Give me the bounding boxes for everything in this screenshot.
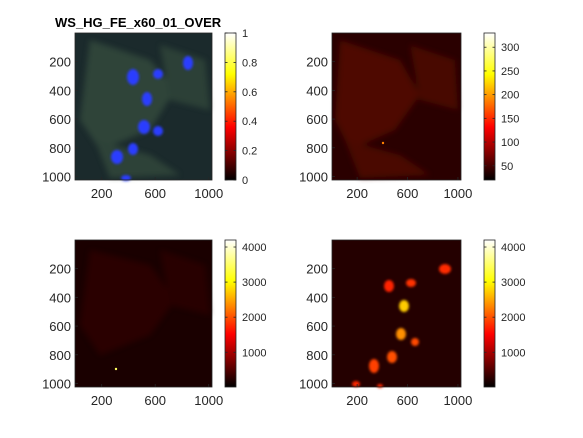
subplot-3-signal bbox=[80, 250, 210, 355]
y-tick-label: 200 bbox=[49, 262, 71, 277]
y-tick-label: 600 bbox=[49, 319, 71, 334]
x-tick-label: 1000 bbox=[194, 186, 223, 201]
subplot-2-colorbar-ticks: 50 100 150 200 250 300 bbox=[484, 42, 519, 173]
subplot-1-axes: 200 600 1000 200 400 600 800 1000 bbox=[42, 55, 223, 201]
colorbar-tick-label: 250 bbox=[501, 66, 519, 78]
x-tick-label: 1000 bbox=[194, 393, 223, 408]
subplot-1-nuclei bbox=[111, 56, 193, 181]
colorbar-tick-label: 3000 bbox=[242, 277, 266, 289]
colorbar-tick-label: 1000 bbox=[501, 347, 525, 359]
y-tick-label: 600 bbox=[306, 112, 328, 127]
y-tick-label: 400 bbox=[306, 83, 328, 98]
y-tick-label: 800 bbox=[306, 348, 328, 363]
colorbar-tick-label: 150 bbox=[501, 113, 519, 125]
subplot-4-colorbar bbox=[483, 239, 496, 388]
x-tick-label: 1000 bbox=[443, 393, 472, 408]
colorbar-tick-label: 0.2 bbox=[242, 146, 257, 158]
x-tick-label: 600 bbox=[397, 186, 419, 201]
y-tick-label: 400 bbox=[306, 290, 328, 305]
x-tick-label: 1000 bbox=[443, 186, 472, 201]
colorbar-tick-label: 0.8 bbox=[242, 57, 257, 69]
subplot-2-signal bbox=[335, 40, 458, 178]
colorbar-tick-label: 2000 bbox=[501, 312, 525, 324]
colorbar-tick-label: 4000 bbox=[242, 242, 266, 254]
subplot-2-colorbar bbox=[483, 32, 496, 181]
subplot-1-colorbar-ticks: 0 0.2 0.4 0.6 0.8 1 bbox=[225, 28, 257, 187]
x-tick-label: 600 bbox=[144, 186, 166, 201]
colorbar-tick-label: 100 bbox=[501, 137, 519, 149]
y-tick-label: 1000 bbox=[42, 376, 71, 391]
y-tick-label: 1000 bbox=[299, 169, 328, 184]
y-tick-label: 800 bbox=[306, 141, 328, 156]
colorbar-tick-label: 4000 bbox=[501, 242, 525, 254]
subplot-3-colorbar bbox=[224, 239, 237, 388]
subplot-1-cytoplasm bbox=[80, 40, 210, 178]
y-tick-label: 1000 bbox=[299, 376, 328, 391]
x-tick-label: 200 bbox=[346, 186, 368, 201]
x-tick-label: 600 bbox=[397, 393, 419, 408]
subplot-2: 200 600 1000 200 400 600 800 1000 50 100 150 200 25… bbox=[299, 32, 519, 201]
y-tick-label: 800 bbox=[49, 141, 71, 156]
colorbar-tick-label: 50 bbox=[501, 161, 513, 173]
y-tick-label: 400 bbox=[49, 83, 71, 98]
colorbar-tick-label: 3000 bbox=[501, 277, 525, 289]
subplot-1: WS_HG_FE_x60_01_OVER 200 600 1000 200 400 600… bbox=[42, 15, 257, 201]
colorbar-tick-label: 1000 bbox=[242, 347, 266, 359]
y-tick-label: 200 bbox=[306, 262, 328, 277]
y-tick-label: 600 bbox=[49, 112, 71, 127]
colorbar-tick-label: 200 bbox=[501, 90, 519, 102]
subplot-4-nuclei bbox=[352, 264, 451, 388]
subplot-4-axes: 200 600 1000 200 400 600 800 1000 bbox=[299, 262, 472, 408]
subplot-4: 200 600 1000 200 400 600 800 1000 1000 2000 3000 4… bbox=[299, 239, 525, 408]
y-tick-label: 1000 bbox=[42, 169, 71, 184]
subplot-3-axes: 200 600 1000 200 400 600 800 1000 bbox=[42, 262, 223, 408]
x-tick-label: 200 bbox=[91, 186, 113, 201]
colorbar-tick-label: 2000 bbox=[242, 312, 266, 324]
subplot-2-axes: 200 600 1000 200 400 600 800 1000 bbox=[299, 55, 472, 201]
y-tick-label: 400 bbox=[49, 290, 71, 305]
subplot-2-hotspot bbox=[381, 141, 385, 145]
colorbar-tick-label: 300 bbox=[501, 42, 519, 54]
x-tick-label: 600 bbox=[144, 393, 166, 408]
y-tick-label: 600 bbox=[306, 319, 328, 334]
y-tick-label: 200 bbox=[306, 55, 328, 70]
colorbar-tick-label: 0 bbox=[242, 175, 248, 187]
subplot-3-hotspot bbox=[114, 367, 118, 371]
x-tick-label: 200 bbox=[346, 393, 368, 408]
figure-title: WS_HG_FE_x60_01_OVER bbox=[55, 15, 222, 30]
y-tick-label: 800 bbox=[49, 348, 71, 363]
subplot-4-image bbox=[332, 240, 461, 387]
colorbar-tick-label: 0.6 bbox=[242, 87, 257, 99]
subplot-3-colorbar-ticks: 1000 2000 3000 4000 bbox=[225, 242, 266, 359]
subplot-3: 200 600 1000 200 400 600 800 1000 1000 2000 3000 4… bbox=[42, 239, 266, 408]
colorbar-tick-label: 0.4 bbox=[242, 116, 257, 128]
colorbar-tick-label: 1 bbox=[242, 28, 248, 40]
subplot-1-colorbar bbox=[224, 32, 237, 181]
y-tick-label: 200 bbox=[49, 55, 71, 70]
x-tick-label: 200 bbox=[91, 393, 113, 408]
subplot-4-colorbar-ticks: 1000 2000 3000 4000 bbox=[484, 242, 525, 359]
